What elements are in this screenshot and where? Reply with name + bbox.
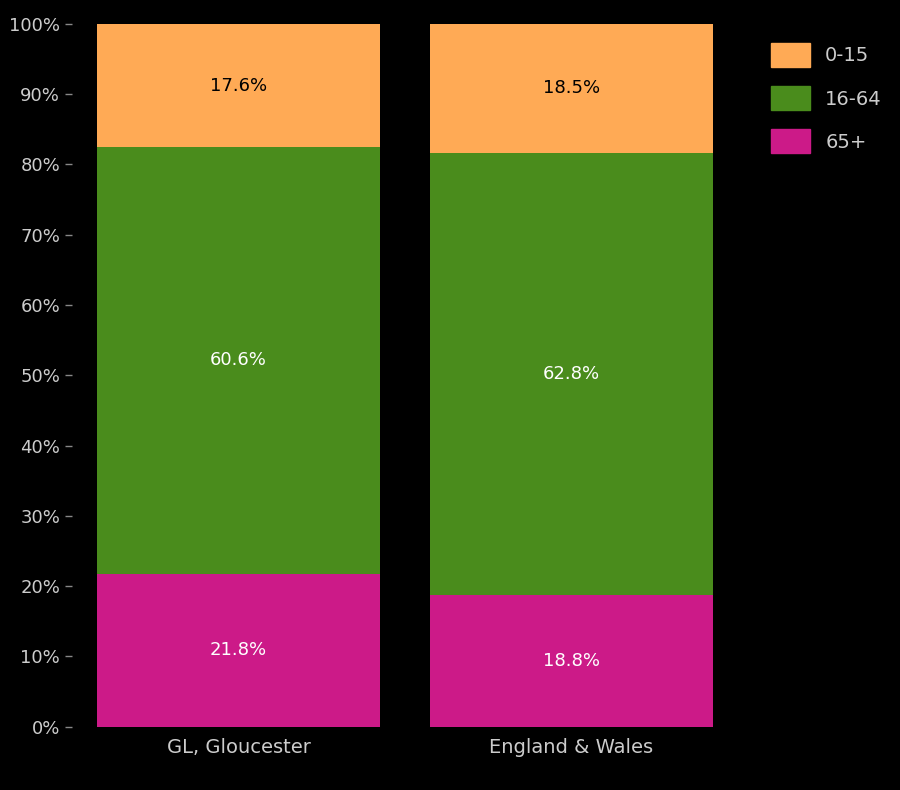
Text: 18.5%: 18.5% <box>543 79 600 97</box>
Text: 21.8%: 21.8% <box>210 641 267 659</box>
Text: 62.8%: 62.8% <box>543 365 600 383</box>
Bar <box>430 595 713 727</box>
Bar <box>97 24 380 148</box>
Bar <box>97 148 380 574</box>
Bar <box>430 153 713 595</box>
Text: 60.6%: 60.6% <box>210 352 267 370</box>
Legend: 0-15, 16-64, 65+: 0-15, 16-64, 65+ <box>761 33 892 163</box>
Bar <box>97 574 380 727</box>
Text: 18.8%: 18.8% <box>543 652 600 670</box>
Bar <box>430 23 713 153</box>
Text: 17.6%: 17.6% <box>210 77 267 95</box>
